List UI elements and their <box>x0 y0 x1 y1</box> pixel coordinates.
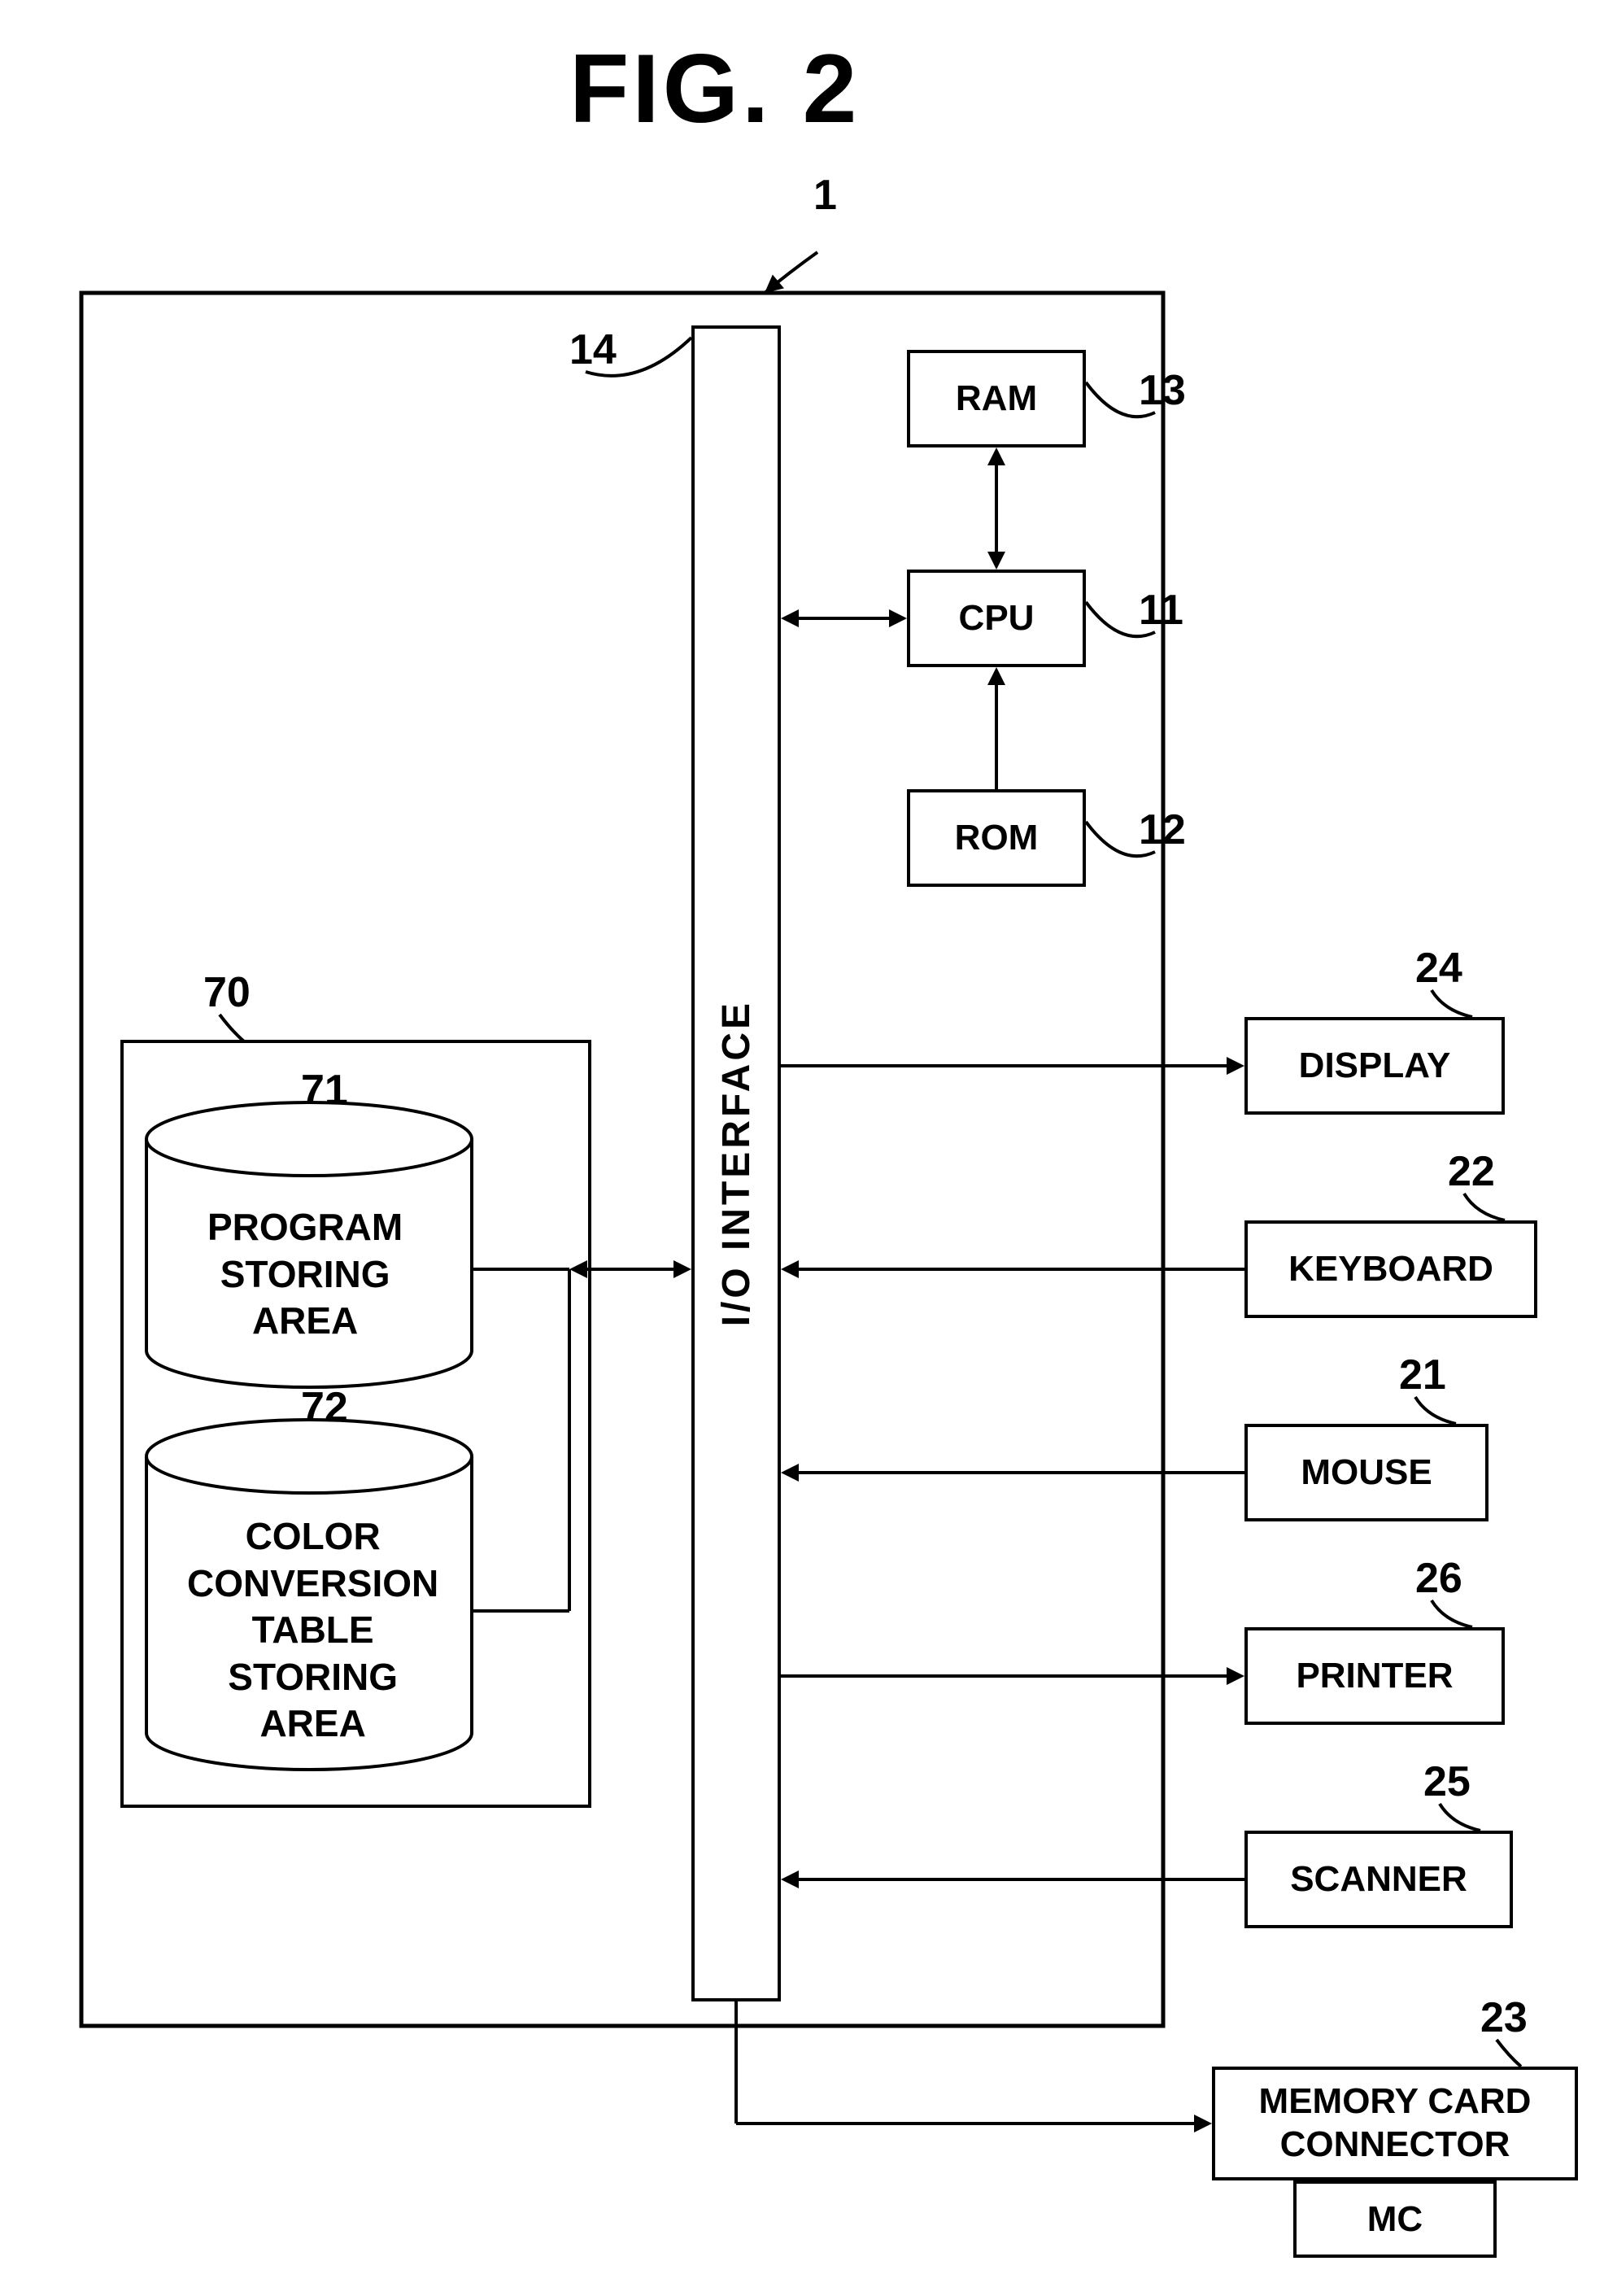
ref-13: 13 <box>1139 366 1186 415</box>
rom-label: ROM <box>955 818 1039 858</box>
ref-70: 70 <box>203 968 251 1017</box>
display-block: DISPLAY <box>1244 1017 1505 1115</box>
scanner-label: SCANNER <box>1290 1859 1467 1900</box>
ref-24: 24 <box>1415 944 1462 993</box>
printer-label: PRINTER <box>1296 1656 1453 1696</box>
connector-overlay <box>0 0 1604 2296</box>
keyboard-label: KEYBOARD <box>1288 1249 1493 1290</box>
color-conversion-table-storing-area-label: COLORCONVERSIONTABLESTORINGAREA <box>187 1513 438 1748</box>
memory-card-connector-block: MEMORY CARDCONNECTOR <box>1212 2067 1578 2180</box>
ref-12: 12 <box>1139 805 1186 854</box>
ref-21: 21 <box>1399 1351 1446 1399</box>
display-label: DISPLAY <box>1299 1045 1451 1086</box>
mouse-block: MOUSE <box>1244 1424 1488 1521</box>
ref-23: 23 <box>1480 1993 1528 2042</box>
ram-block: RAM <box>907 350 1086 447</box>
io-interface-block: I/O INTERFACE <box>691 325 781 2001</box>
memory-card-label: MC <box>1367 2199 1423 2240</box>
memory-card-connector-label: MEMORY CARDCONNECTOR <box>1259 2080 1532 2167</box>
cpu-label: CPU <box>959 598 1035 639</box>
ref-25: 25 <box>1423 1757 1471 1806</box>
ref-14: 14 <box>569 325 617 374</box>
io-interface-label: I/O INTERFACE <box>714 1000 759 1326</box>
ref-71: 71 <box>301 1066 348 1115</box>
ref-26: 26 <box>1415 1554 1462 1603</box>
memory-card-block: MC <box>1293 2180 1497 2258</box>
diagram-canvas: FIG. 2 I/O INTERFACE RAM CPU ROM PROGRAM… <box>0 0 1604 2296</box>
mouse-label: MOUSE <box>1301 1452 1432 1493</box>
printer-block: PRINTER <box>1244 1627 1505 1725</box>
ref-11: 11 <box>1139 586 1183 635</box>
cpu-block: CPU <box>907 570 1086 667</box>
rom-block: ROM <box>907 789 1086 887</box>
figure-title: FIG. 2 <box>569 33 860 145</box>
ref-22: 22 <box>1448 1147 1495 1196</box>
scanner-block: SCANNER <box>1244 1831 1513 1928</box>
ram-label: RAM <box>956 378 1037 419</box>
ref-1: 1 <box>813 171 837 220</box>
keyboard-block: KEYBOARD <box>1244 1220 1537 1318</box>
program-storing-area-label: PROGRAMSTORINGAREA <box>207 1204 403 1345</box>
ref-72: 72 <box>301 1383 348 1432</box>
